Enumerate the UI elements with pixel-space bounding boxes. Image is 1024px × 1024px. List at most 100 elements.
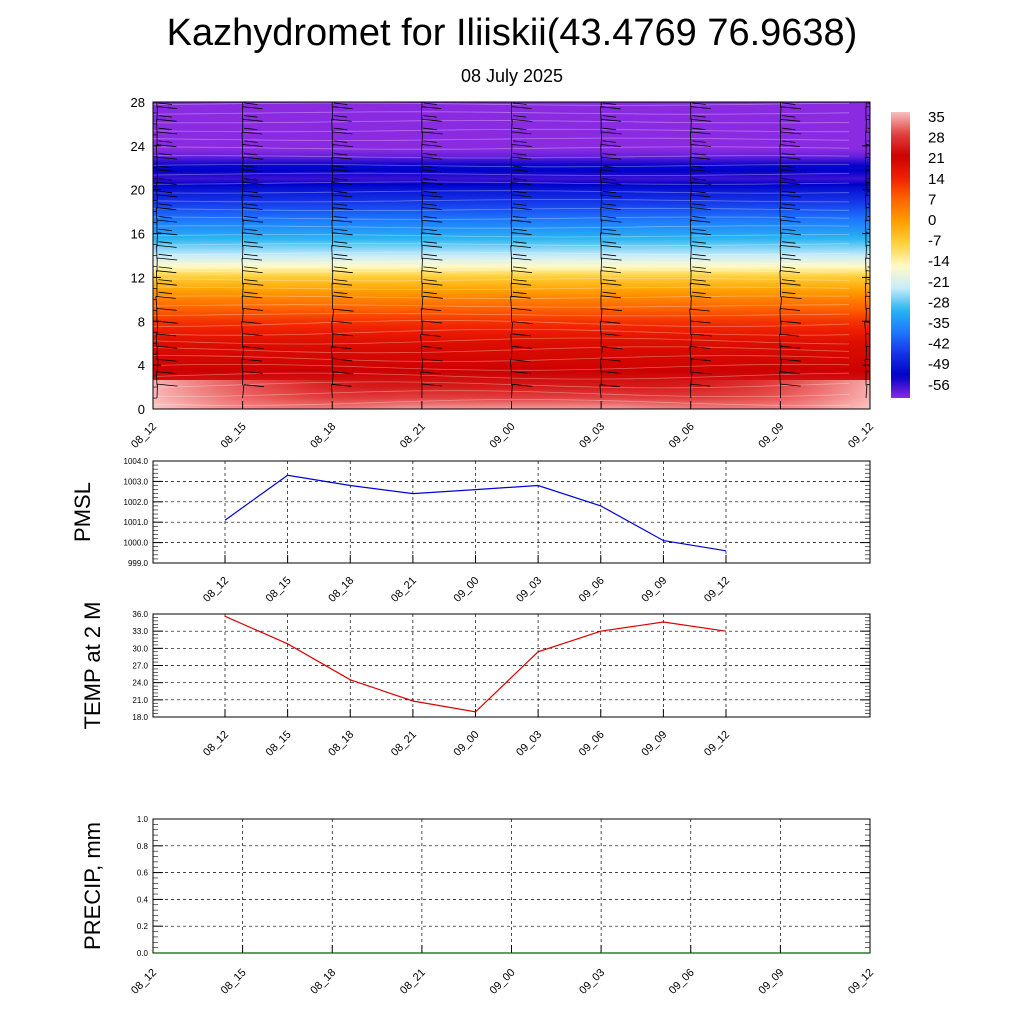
- wind-barb-flag: [156, 371, 177, 374]
- wind-barb-flag: [242, 207, 263, 210]
- wind-barb-feather: [602, 140, 617, 143]
- wind-barb-flag: [690, 320, 711, 324]
- wind-barb-flag: [511, 282, 532, 286]
- wind-barb-flag: [331, 182, 352, 185]
- wind-barb-flag: [780, 194, 801, 198]
- wind-barb-staff: [331, 119, 333, 134]
- wind-barb-flag: [601, 244, 622, 248]
- wind-barb-flag: [422, 219, 443, 223]
- wind-barb-feather: [602, 178, 617, 181]
- wind-barb-flag: [157, 106, 178, 110]
- wind-barb-flag: [600, 320, 621, 324]
- wind-barb-flag: [510, 295, 531, 299]
- y-tick-label: 1000.0: [124, 539, 149, 548]
- wind-barb-staff: [242, 102, 244, 109]
- wind-barb-flag: [690, 131, 711, 135]
- wind-barb-feather: [512, 153, 527, 156]
- wind-barb-flag: [779, 207, 800, 210]
- wind-barb-flag: [511, 106, 532, 109]
- wind-barb-flag: [510, 182, 531, 185]
- wind-barb-flag: [865, 106, 870, 108]
- wind-barb-flag: [242, 181, 263, 185]
- heatmap-x-tick-label: 08_12: [129, 421, 159, 451]
- y-tick-label: 36.0: [132, 610, 148, 619]
- wind-barb-feather: [244, 178, 258, 181]
- wind-barb-staff: [156, 321, 159, 336]
- contour-line: [153, 207, 850, 211]
- wind-barb-flag: [600, 144, 621, 147]
- wind-barb-feather: [244, 190, 258, 194]
- wind-barb-staff: [865, 384, 868, 399]
- wind-barb-flag: [332, 131, 353, 135]
- pmsl-panel: 999.0 1000.0 1001.0 1002.0 1003.0 1004.0 08_12…: [70, 457, 871, 605]
- wind-barb-flag: [421, 232, 442, 236]
- wind-barb-flag: [512, 119, 533, 122]
- wind-barb-feather: [692, 102, 706, 105]
- wind-barb-flag: [157, 345, 178, 349]
- wind-barb-flag: [779, 333, 800, 337]
- wind-barb-flag: [779, 144, 800, 147]
- wind-barb-flag: [600, 207, 621, 210]
- wind-barb-flag: [690, 194, 711, 198]
- wind-barb-feather: [423, 253, 437, 257]
- contour-line: [153, 242, 850, 247]
- wind-barb-staff: [511, 384, 513, 399]
- y-tick-label: 24.0: [132, 679, 148, 688]
- wind-barb-flag: [156, 207, 177, 211]
- heatmap-y-tick-label: 0: [138, 402, 145, 417]
- wind-barb-feather: [158, 241, 173, 244]
- wind-barb-feather: [512, 127, 527, 131]
- x-tick-label: 09_12: [702, 575, 732, 605]
- wind-barb-flag: [601, 371, 622, 374]
- wind-barb-feather: [512, 291, 527, 295]
- x-tick-label: 08_18: [308, 967, 338, 997]
- wind-barb-feather: [692, 127, 706, 131]
- wind-barb-feather: [512, 102, 527, 105]
- wind-barb-flag: [157, 257, 178, 261]
- colorbar-label: -42: [928, 336, 950, 353]
- wind-barb-flag: [331, 119, 352, 122]
- wind-barb-flag: [864, 358, 870, 361]
- wind-barb-feather: [158, 279, 173, 282]
- wind-barb-feather: [244, 102, 258, 105]
- heatmap-y-tick-label: 28: [131, 95, 145, 110]
- wind-barb-staff: [600, 232, 602, 247]
- wind-barb-flag: [242, 333, 263, 336]
- wind-barb-flag: [422, 131, 443, 135]
- x-tick-label: 09_03: [514, 729, 544, 759]
- colorbar-labels: 35 28 21 14 7 0 -7 -14 -21 -28 -35 -42 -49 -56: [928, 109, 950, 394]
- x-tick-label: 09_09: [639, 729, 669, 759]
- wind-barb-staff: [420, 308, 423, 323]
- wind-barb-feather: [158, 190, 173, 194]
- wind-barb-staff: [510, 333, 512, 348]
- y-tick-label: 0.4: [137, 895, 149, 904]
- wind-barb-flag: [601, 194, 622, 198]
- wind-barb-feather: [602, 266, 617, 269]
- wind-barb-feather: [158, 127, 173, 131]
- wind-barb-feather: [423, 153, 437, 156]
- wind-barb-flag: [690, 207, 712, 210]
- y-tick-label: 27.0: [132, 662, 148, 671]
- wind-barb-flag: [865, 219, 870, 222]
- wind-barb-flag: [601, 181, 622, 185]
- y-tick-label: 999.0: [128, 559, 149, 568]
- wind-barb-staff: [242, 346, 244, 361]
- wind-barb-flag: [691, 270, 712, 273]
- wind-barb-flag: [243, 219, 264, 223]
- wind-barb-feather: [333, 115, 348, 118]
- contour-line: [153, 225, 850, 229]
- wind-barb-flag: [601, 282, 622, 286]
- colorbar-label: -35: [928, 315, 950, 332]
- colorbar-label: -49: [928, 356, 950, 373]
- wind-barb-flag: [691, 182, 712, 185]
- wind-barb-staff: [421, 258, 423, 272]
- wind-barb-feather: [333, 266, 348, 269]
- wind-barb-flag: [780, 232, 802, 236]
- wind-barb-feather: [423, 266, 437, 269]
- wind-barb-feather: [244, 253, 258, 257]
- wind-barb-staff: [600, 169, 602, 184]
- x-tick-label: 09_03: [514, 575, 544, 605]
- wind-barb-flag: [865, 371, 870, 373]
- wind-barb-staff: [780, 321, 782, 336]
- wind-barb-feather: [423, 178, 437, 181]
